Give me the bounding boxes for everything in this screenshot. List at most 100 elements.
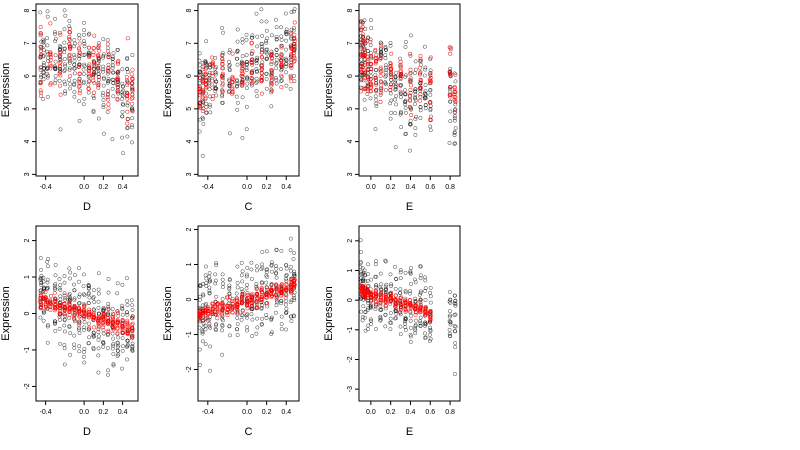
predicted-point: [125, 116, 130, 121]
predicted-point: [249, 70, 254, 75]
y-tick-label: -1: [24, 347, 31, 353]
predicted-point: [418, 304, 423, 309]
predicted-point: [292, 44, 297, 49]
observed-point: [453, 126, 458, 131]
predicted-point: [259, 91, 264, 96]
observed-point: [383, 284, 388, 289]
predicted-point: [373, 88, 378, 93]
observed-point: [423, 83, 428, 87]
predicted-point: [388, 295, 393, 300]
observed-point: [120, 67, 125, 72]
observed-point: [220, 26, 225, 30]
observed-point: [250, 76, 255, 81]
observed-point: [452, 108, 457, 113]
observed-point: [244, 53, 249, 57]
observed-point: [53, 78, 58, 83]
observed-point: [106, 307, 111, 312]
observed-point: [62, 79, 67, 84]
observed-point: [92, 334, 97, 339]
observed-point: [359, 265, 363, 270]
predicted-point: [105, 95, 110, 100]
predicted-point: [230, 302, 235, 307]
observed-point: [254, 282, 259, 286]
observed-point: [213, 89, 218, 94]
observed-point: [413, 89, 418, 94]
observed-point: [62, 280, 67, 285]
observed-point: [403, 91, 408, 96]
predicted-point: [365, 74, 370, 79]
observed-point: [101, 131, 106, 136]
observed-point: [235, 322, 240, 327]
predicted-point: [215, 312, 220, 317]
observed-point: [125, 357, 130, 362]
observed-point: [264, 285, 269, 290]
predicted-point: [101, 311, 106, 316]
observed-point: [279, 43, 284, 48]
predicted-point: [58, 53, 63, 58]
predicted-point: [100, 317, 105, 322]
observed-point: [200, 339, 205, 344]
predicted-point: [362, 52, 367, 57]
predicted-point: [240, 63, 245, 68]
observed-point: [388, 316, 393, 321]
observed-point: [38, 67, 43, 72]
predicted-point: [369, 298, 374, 303]
observed-point: [68, 86, 72, 91]
predicted-point: [210, 60, 215, 65]
observed-point: [201, 325, 206, 330]
observed-point: [227, 291, 232, 296]
predicted-point: [393, 293, 398, 298]
predicted-point: [292, 38, 297, 43]
observed-point: [214, 86, 219, 91]
observed-point: [220, 100, 225, 105]
predicted-point: [43, 295, 48, 300]
x-tick-label: -0.4: [202, 409, 214, 416]
observed-point: [198, 306, 202, 310]
observed-point: [82, 72, 86, 77]
observed-point: [250, 303, 255, 308]
observed-point: [129, 87, 134, 92]
observed-point: [264, 270, 269, 275]
y-tick-label: -3: [347, 386, 354, 392]
observed-point: [292, 7, 297, 12]
observed-point: [198, 129, 202, 134]
observed-point: [92, 300, 97, 305]
observed-point: [269, 81, 274, 85]
observed-point: [77, 319, 82, 324]
observed-point: [101, 331, 106, 336]
predicted-point: [289, 289, 294, 294]
predicted-point: [289, 62, 294, 67]
predicted-point: [269, 73, 274, 78]
observed-point: [214, 263, 219, 267]
predicted-point: [96, 323, 101, 328]
observed-point: [53, 16, 57, 21]
observed-point: [77, 36, 82, 41]
observed-point: [81, 81, 86, 86]
observed-point: [359, 250, 363, 255]
predicted-point: [374, 293, 379, 298]
observed-point: [120, 92, 125, 97]
observed-point: [362, 107, 367, 112]
observed-point: [388, 91, 393, 96]
observed-point: [72, 288, 77, 293]
observed-point: [203, 264, 208, 269]
observed-point: [379, 307, 384, 312]
observed-point: [279, 299, 284, 303]
observed-point: [452, 329, 457, 334]
observed-point: [453, 345, 458, 350]
predicted-point: [269, 59, 274, 64]
observed-point: [227, 64, 232, 69]
observed-point: [240, 135, 245, 140]
observed-point: [369, 277, 374, 282]
observed-point: [292, 290, 297, 295]
observed-point: [129, 125, 134, 130]
predicted-point: [249, 306, 254, 311]
predicted-point: [130, 321, 135, 326]
predicted-point: [360, 24, 365, 29]
observed-point: [249, 312, 254, 317]
observed-point: [106, 290, 111, 295]
observed-point: [360, 73, 365, 78]
observed-point: [244, 66, 249, 71]
predicted-point: [52, 291, 57, 296]
